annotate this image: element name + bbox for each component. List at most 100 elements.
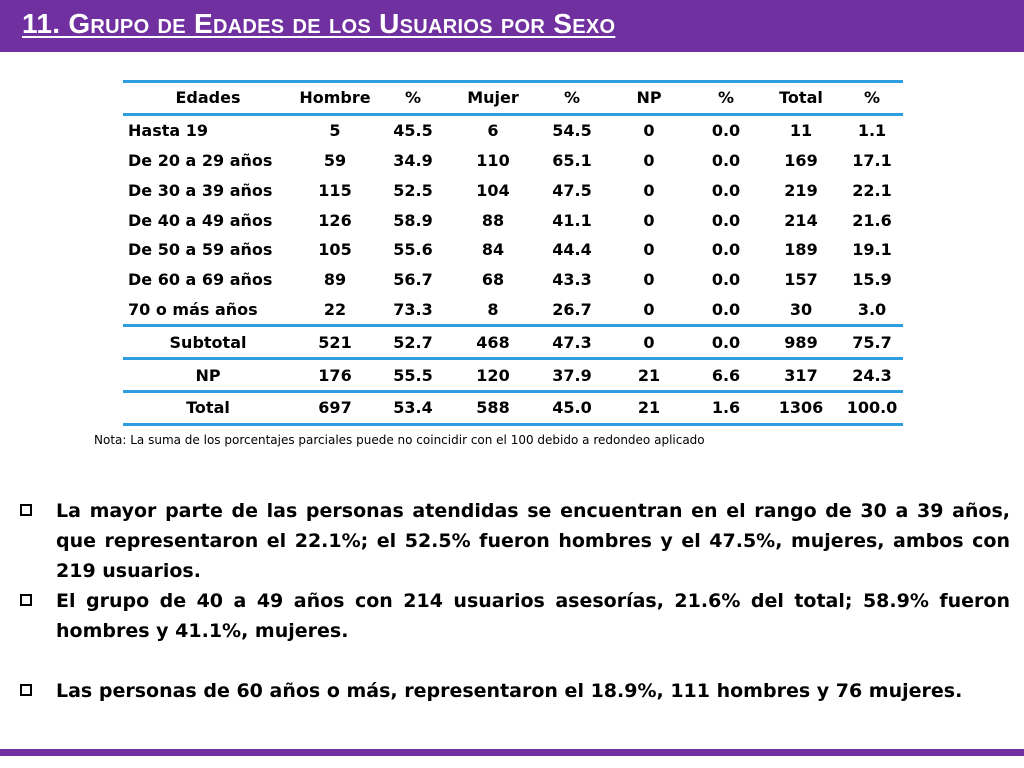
table-row: Hasta 19 5 45.5 6 54.5 0 0.0 11 1.1 bbox=[123, 114, 903, 145]
table-cell: 1306 bbox=[761, 389, 841, 426]
table-cell: 54.5 bbox=[552, 121, 592, 141]
table-cell: 697 bbox=[293, 389, 377, 426]
table-cell: 588 bbox=[449, 389, 537, 426]
bullet-list: La mayor parte de las personas atendidas… bbox=[16, 496, 1010, 706]
table-row: De 50 a 59 años 105 55.6 84 44.4 0 0.0 189 19.1 bbox=[123, 235, 903, 265]
row-label: Subtotal bbox=[123, 324, 293, 359]
table-cell: 0.0 bbox=[711, 299, 741, 319]
table-cell: 219 bbox=[784, 180, 818, 200]
table-cell: 75.7 bbox=[841, 324, 903, 359]
table-cell: 468 bbox=[449, 324, 537, 359]
table-cell: 88 bbox=[481, 210, 505, 230]
table-cell: 6.6 bbox=[691, 357, 761, 392]
table-cell: 65.1 bbox=[552, 150, 592, 170]
table-cell: 1.6 bbox=[691, 389, 761, 426]
table-cell: 26.7 bbox=[552, 299, 592, 319]
table-row: Total 697 53.4 588 45.0 21 1.6 1306 100.0 bbox=[123, 389, 903, 426]
column-header: Hombre bbox=[293, 80, 377, 116]
column-header: Mujer bbox=[449, 80, 537, 116]
bullet-text: Las personas de 60 años o más, represent… bbox=[56, 680, 963, 702]
table-cell: 17.1 bbox=[852, 150, 892, 170]
column-header: % bbox=[691, 80, 761, 116]
table-cell: 41.1 bbox=[552, 210, 592, 230]
row-label: De 40 a 49 años bbox=[128, 210, 273, 230]
table-row: De 60 a 69 años 89 56.7 68 43.3 0 0.0 157 15.9 bbox=[123, 265, 903, 295]
table-cell: 6 bbox=[487, 121, 499, 141]
table-row: De 20 a 29 años 59 34.9 110 65.1 0 0.0 169 17.1 bbox=[123, 146, 903, 176]
row-label: Total bbox=[123, 389, 293, 426]
table-cell: 68 bbox=[481, 270, 505, 290]
table-cell: 100.0 bbox=[841, 389, 903, 426]
table-cell: 214 bbox=[784, 210, 818, 230]
table-cell: 0.0 bbox=[711, 210, 741, 230]
table-row: 70 o más años 22 73.3 8 26.7 0 0.0 30 3.0 bbox=[123, 295, 903, 326]
table-cell: 11 bbox=[789, 121, 813, 141]
column-header: Edades bbox=[123, 80, 293, 116]
table-cell: 44.4 bbox=[552, 240, 592, 260]
checkbox-bullet-icon bbox=[20, 684, 32, 696]
table-header-row: Edades Hombre % Mujer % NP % Total % bbox=[123, 80, 903, 116]
table-note: Nota: La suma de los porcentajes parcial… bbox=[94, 433, 705, 447]
table-row: De 30 a 39 años 115 52.5 104 47.5 0 0.0 219 22.1 bbox=[123, 175, 903, 205]
table-row: NP 176 55.5 120 37.9 21 6.6 317 24.3 bbox=[123, 357, 903, 392]
table-body: Hasta 19 5 45.5 6 54.5 0 0.0 11 1.1 De 20 a 29 añ… bbox=[123, 114, 903, 426]
table-cell: 22 bbox=[323, 299, 347, 319]
bottom-bar bbox=[0, 749, 1024, 756]
table-cell: 521 bbox=[293, 324, 377, 359]
table-cell: 47.3 bbox=[537, 324, 607, 359]
table-cell: 5 bbox=[329, 121, 341, 141]
table-cell: 21 bbox=[607, 357, 691, 392]
row-label: De 20 a 29 años bbox=[128, 150, 273, 170]
table-cell: 0.0 bbox=[711, 121, 741, 141]
table-cell: 115 bbox=[318, 180, 352, 200]
table-cell: 24.3 bbox=[841, 357, 903, 392]
row-label: De 60 a 69 años bbox=[128, 270, 273, 290]
table-row: De 40 a 49 años 126 58.9 88 41.1 0 0.0 214 21.6 bbox=[123, 205, 903, 235]
table-cell: 47.5 bbox=[552, 180, 592, 200]
table-cell: 21 bbox=[607, 389, 691, 426]
table-cell: 0.0 bbox=[711, 240, 741, 260]
table-cell: 30 bbox=[789, 299, 813, 319]
table-cell: 126 bbox=[318, 210, 352, 230]
bullet-item: La mayor parte de las personas atendidas… bbox=[16, 496, 1010, 586]
table-cell: 45.0 bbox=[537, 389, 607, 426]
table-cell: 52.5 bbox=[393, 180, 433, 200]
table-cell: 169 bbox=[784, 150, 818, 170]
table-cell: 110 bbox=[476, 150, 510, 170]
bullet-item: El grupo de 40 a 49 años con 214 usuario… bbox=[16, 586, 1010, 646]
table-cell: 19.1 bbox=[852, 240, 892, 260]
table-cell: 34.9 bbox=[393, 150, 433, 170]
bullet-text: El grupo de 40 a 49 años con 214 usuario… bbox=[56, 590, 1010, 642]
table-cell: 0 bbox=[643, 121, 655, 141]
table-cell: 0 bbox=[643, 270, 655, 290]
table-cell: 317 bbox=[761, 357, 841, 392]
column-header: Total bbox=[761, 80, 841, 116]
table-cell: 58.9 bbox=[393, 210, 433, 230]
row-label: Hasta 19 bbox=[128, 121, 208, 141]
data-table: Edades Hombre % Mujer % NP % Total % Has… bbox=[123, 80, 903, 426]
table-cell: 89 bbox=[323, 270, 347, 290]
table-cell: 22.1 bbox=[852, 180, 892, 200]
table-cell: 21.6 bbox=[852, 210, 892, 230]
row-label: De 50 a 59 años bbox=[128, 240, 273, 260]
table-cell: 0.0 bbox=[711, 150, 741, 170]
table-cell: 105 bbox=[318, 240, 352, 260]
bullet-item: Las personas de 60 años o más, represent… bbox=[16, 676, 1010, 706]
column-header: % bbox=[537, 80, 607, 116]
table-cell: 989 bbox=[761, 324, 841, 359]
table-cell: 157 bbox=[784, 270, 818, 290]
table-cell: 0.0 bbox=[711, 270, 741, 290]
row-label: De 30 a 39 años bbox=[128, 180, 273, 200]
table-cell: 59 bbox=[323, 150, 347, 170]
column-header: % bbox=[377, 80, 449, 116]
table-cell: 43.3 bbox=[552, 270, 592, 290]
table-cell: 55.5 bbox=[377, 357, 449, 392]
slide-title: 11. Grupo de Edades de los Usuarios por … bbox=[22, 8, 616, 39]
table-cell: 176 bbox=[293, 357, 377, 392]
age-sex-table: Edades Hombre % Mujer % NP % Total % Has… bbox=[123, 80, 903, 426]
row-label: 70 o más años bbox=[128, 299, 258, 319]
table-cell: 0 bbox=[643, 210, 655, 230]
table-cell: 0 bbox=[643, 240, 655, 260]
checkbox-bullet-icon bbox=[20, 504, 32, 516]
table-cell: 84 bbox=[481, 240, 505, 260]
